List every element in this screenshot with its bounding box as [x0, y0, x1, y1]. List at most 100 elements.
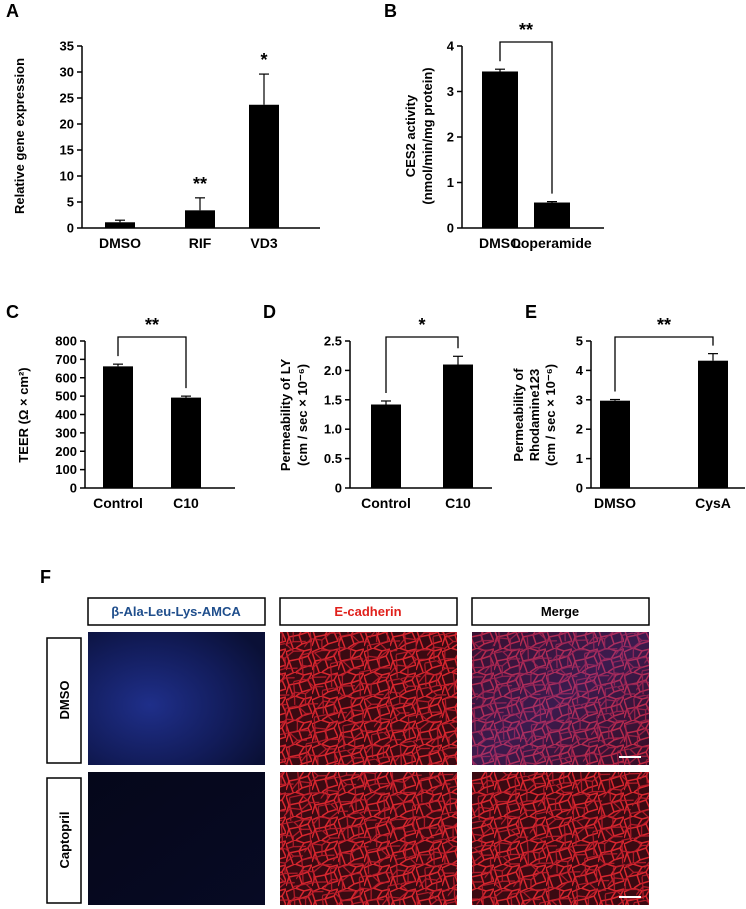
- bar: [171, 397, 201, 488]
- chart-b: 0 1 2 3 4 CES2 activity (nmol/min/mg protein) D…: [403, 20, 604, 251]
- y-tick-label: 5: [576, 334, 583, 349]
- category-label: DMSO: [594, 495, 636, 511]
- y-tick-label: 600: [55, 370, 77, 385]
- y-tick-label: 2.5: [324, 334, 342, 349]
- y-axis-label: Permeability of LY: [278, 359, 293, 472]
- significance-marker: **: [519, 20, 533, 40]
- column-header-amca: β-Ala-Leu-Lys-AMCA: [111, 604, 241, 619]
- image-captopril-merge: [472, 772, 649, 905]
- panel-letter-b: B: [384, 1, 397, 21]
- y-tick-label: 1: [447, 175, 454, 190]
- y-axis-label: (cm / sec × 10⁻⁶): [295, 364, 310, 466]
- image-captopril-ecadherin: [280, 772, 457, 905]
- significance-marker: *: [418, 315, 425, 335]
- y-tick-label: 2: [576, 422, 583, 437]
- y-tick-label: 2.0: [324, 363, 342, 378]
- panel-letter-e: E: [525, 302, 537, 322]
- y-tick-label: 10: [60, 169, 74, 184]
- category-label: RIF: [189, 235, 212, 251]
- y-axis-label: Relative gene expression: [12, 58, 27, 214]
- y-tick-label: 1: [576, 451, 583, 466]
- chart-a: 0 5 10 15 20 25 30 35 Relative gene expression DM…: [12, 39, 320, 251]
- row-label-box-dmso: [46, 637, 82, 764]
- significance-marker: **: [145, 315, 159, 335]
- y-tick-label: 1.5: [324, 392, 342, 407]
- significance-bracket: [117, 336, 187, 389]
- y-axis-label: CES2 activity: [403, 94, 418, 177]
- chart-d: 0 0.5 1.0 1.5 2.0 2.5 Permeability of LY (cm / …: [278, 315, 492, 511]
- y-tick-label: 5: [67, 195, 74, 210]
- chart-e: 0 1 2 3 4 5 Permeability of Rhodamine123 (cm / s…: [511, 315, 745, 511]
- image-dmso-merge: [472, 632, 649, 765]
- significance-bracket: [385, 336, 459, 393]
- bar: [698, 360, 728, 488]
- chart-c: 0 100 200 300 400 500 600 700 800 TEER (Ω × cm²) C…: [16, 315, 235, 511]
- bar: [105, 222, 135, 228]
- category-label: Loperamide: [512, 235, 592, 251]
- y-tick-label: 1.0: [324, 422, 342, 437]
- y-tick-label: 0: [576, 481, 583, 496]
- bar: [443, 364, 473, 488]
- image-dmso-ecadherin: [280, 632, 457, 765]
- y-tick-label: 0.5: [324, 451, 342, 466]
- bar: [249, 104, 279, 228]
- y-tick-label: 500: [55, 389, 77, 404]
- y-axis-label: Permeability of: [511, 368, 526, 462]
- panel-letter-f: F: [40, 567, 51, 587]
- y-tick-label: 4: [576, 363, 584, 378]
- y-axis-label: Rhodamine123: [527, 369, 542, 461]
- column-header-box-ecadherin: [279, 597, 458, 626]
- y-tick-label: 2: [447, 130, 454, 145]
- significance-marker: *: [260, 50, 267, 70]
- bar: [185, 210, 215, 228]
- category-label: CysA: [695, 495, 731, 511]
- y-tick-label: 25: [60, 91, 74, 106]
- y-tick-label: 200: [55, 444, 77, 459]
- significance-bracket: [499, 41, 553, 194]
- column-header-box-amca: [87, 597, 266, 626]
- image-dmso-amca: [88, 632, 265, 765]
- row-label-box-captopril: [46, 777, 82, 904]
- bar: [534, 202, 570, 228]
- y-tick-label: 300: [55, 425, 77, 440]
- y-tick-label: 20: [60, 117, 74, 132]
- panel-letter-c: C: [6, 302, 19, 322]
- y-tick-label: 0: [67, 221, 74, 236]
- y-tick-label: 0: [70, 481, 77, 496]
- column-header-box-merge: [471, 597, 650, 626]
- category-label: Control: [93, 495, 143, 511]
- y-tick-label: 0: [335, 481, 342, 496]
- y-axis-label: (cm / sec × 10⁻⁶): [543, 364, 558, 466]
- panel-letter-d: D: [263, 302, 276, 322]
- y-tick-label: 100: [55, 462, 77, 477]
- column-header-ecadherin: E-cadherin: [334, 604, 401, 619]
- category-label: C10: [445, 495, 471, 511]
- y-tick-label: 3: [576, 392, 583, 407]
- panel-letter-a: A: [6, 1, 19, 21]
- y-tick-label: 35: [60, 39, 74, 54]
- y-tick-label: 400: [55, 407, 77, 422]
- microscopy-panel: β-Ala-Leu-Lys-AMCA E-cadherin Merge DMSO…: [46, 597, 650, 905]
- y-tick-label: 3: [447, 84, 454, 99]
- y-axis-label: TEER (Ω × cm²): [16, 367, 31, 462]
- category-label: DMSO: [479, 235, 521, 251]
- bar: [371, 404, 401, 488]
- row-label-captopril: Captopril: [57, 811, 72, 868]
- y-tick-label: 0: [447, 221, 454, 236]
- bar: [600, 400, 630, 488]
- category-label: DMSO: [99, 235, 141, 251]
- y-tick-label: 4: [447, 39, 455, 54]
- category-label: C10: [173, 495, 199, 511]
- y-tick-label: 700: [55, 352, 77, 367]
- y-tick-label: 30: [60, 65, 74, 80]
- category-label: VD3: [250, 235, 277, 251]
- significance-bracket: [614, 336, 714, 392]
- bar: [482, 71, 518, 228]
- bar: [103, 366, 133, 488]
- image-captopril-amca: [88, 772, 265, 905]
- category-label: Control: [361, 495, 411, 511]
- row-label-dmso: DMSO: [57, 681, 72, 720]
- y-tick-label: 800: [55, 334, 77, 349]
- y-axis-label: (nmol/min/mg protein): [420, 67, 435, 204]
